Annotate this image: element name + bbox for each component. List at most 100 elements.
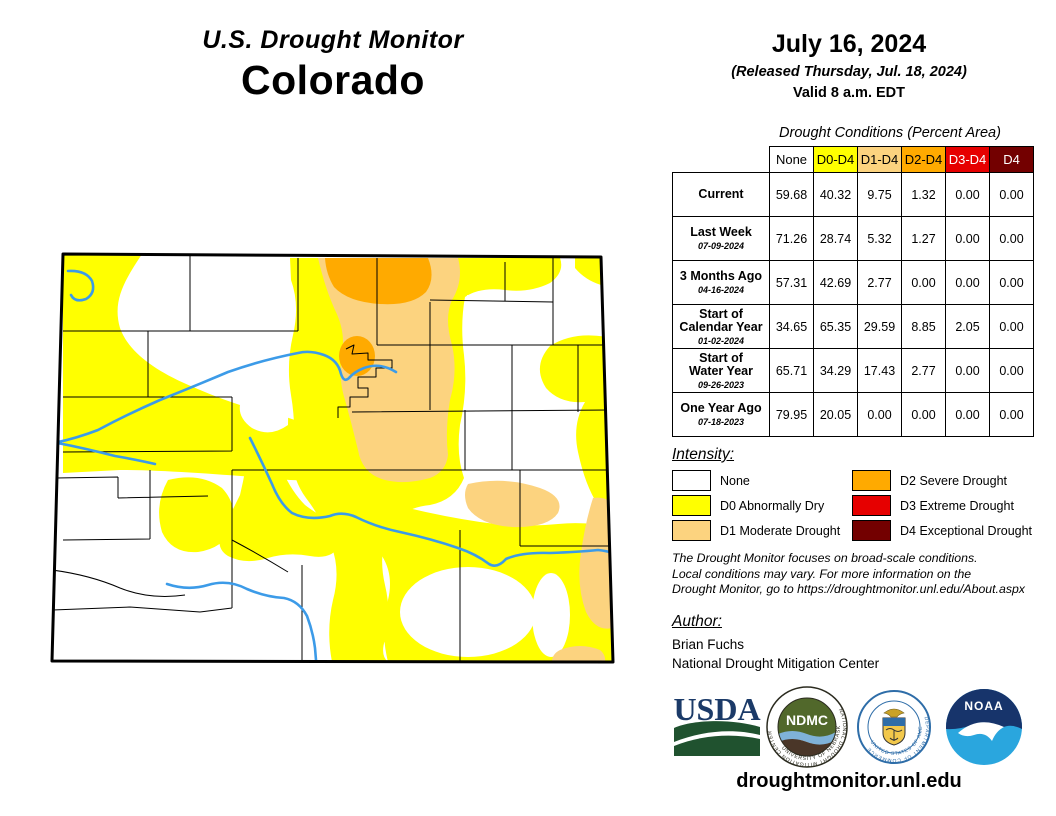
value-cell: 29.59 bbox=[857, 304, 902, 349]
legend-item: D2 Severe Drought bbox=[852, 468, 1032, 493]
legend-column-left: None D0 Abnormally Dry D1 Moderate Drought bbox=[672, 468, 852, 543]
county-lines bbox=[52, 255, 613, 662]
row-label: Start of Calendar Year 01-02-2024 bbox=[672, 304, 770, 349]
value-cell: 65.71 bbox=[769, 348, 814, 393]
value-cell: 0.00 bbox=[989, 304, 1034, 349]
drought-region-none bbox=[129, 256, 601, 657]
rivers bbox=[52, 269, 613, 662]
value-cell: 0.00 bbox=[989, 172, 1034, 217]
map-date: July 16, 2024 bbox=[771, 30, 927, 58]
table-row: 3 Months Ago 04-16-2024 57.31 42.69 2.77 0.00… bbox=[672, 260, 1034, 305]
legend-label: D2 Severe Drought bbox=[900, 473, 1008, 488]
legend-swatch bbox=[852, 520, 891, 541]
column-header-d3-d4: D3-D4 bbox=[945, 146, 990, 173]
legend-item: None bbox=[672, 468, 852, 493]
value-cell: 0.00 bbox=[989, 348, 1034, 393]
column-header-d2-d4: D2-D4 bbox=[901, 146, 946, 173]
value-cell: 8.85 bbox=[901, 304, 946, 349]
legend-column-right: D2 Severe Drought D3 Extreme Drought D4 Ex… bbox=[852, 468, 1032, 543]
value-cell: 1.32 bbox=[901, 172, 946, 217]
table-row: One Year Ago 07-18-2023 79.95 20.05 0.00 0.00… bbox=[672, 392, 1034, 437]
report-title-state: Colorado bbox=[241, 57, 425, 103]
legend-label: D0 Abnormally Dry bbox=[720, 498, 825, 513]
value-cell: 20.05 bbox=[813, 392, 858, 437]
release-date: (Released Thursday, Jul. 18, 2024) bbox=[731, 64, 967, 80]
noaa-logo-text: NOAA bbox=[964, 699, 1003, 713]
legend-label: D4 Exceptional Drought bbox=[900, 523, 1033, 538]
value-cell: 9.75 bbox=[857, 172, 902, 217]
value-cell: 0.00 bbox=[945, 216, 990, 261]
column-header-d0-d4: D0-D4 bbox=[813, 146, 858, 173]
value-cell: 0.00 bbox=[989, 216, 1034, 261]
legend-swatch bbox=[672, 495, 711, 516]
disclaimer-text: The Drought Monitor focuses on broad-sca… bbox=[672, 551, 1025, 596]
legend-label: None bbox=[720, 473, 750, 488]
value-cell: 71.26 bbox=[769, 216, 814, 261]
value-cell: 17.43 bbox=[857, 348, 902, 393]
legend-heading: Intensity: bbox=[672, 446, 735, 463]
value-cell: 0.00 bbox=[857, 392, 902, 437]
row-label: One Year Ago 07-18-2023 bbox=[672, 392, 770, 437]
author-heading: Author: bbox=[672, 613, 722, 630]
usda-logo: USDA bbox=[673, 692, 761, 756]
table-row: Start of Water Year 09-26-2023 65.71 34.29 1… bbox=[672, 348, 1034, 393]
commerce-seal-logo: DEPARTMENT OF COMMERCE UNITED STATES OF … bbox=[856, 689, 931, 764]
legend-item: D0 Abnormally Dry bbox=[672, 493, 852, 518]
legend-swatch bbox=[672, 470, 711, 491]
noaa-logo: NOAA bbox=[946, 689, 1022, 765]
value-cell: 2.05 bbox=[945, 304, 990, 349]
value-cell: 57.31 bbox=[769, 260, 814, 305]
value-cell: 1.27 bbox=[901, 216, 946, 261]
date-block: July 16, 2024 (Released Thursday, Jul. 1… bbox=[672, 30, 1026, 101]
legend-item: D4 Exceptional Drought bbox=[852, 518, 1032, 543]
row-label: Start of Water Year 09-26-2023 bbox=[672, 348, 770, 393]
ndmc-logo-text: NDMC bbox=[786, 712, 828, 728]
value-cell: 79.95 bbox=[769, 392, 814, 437]
value-cell: 0.00 bbox=[989, 260, 1034, 305]
value-cell: 0.00 bbox=[901, 260, 946, 305]
report-title-line1: U.S. Drought Monitor bbox=[202, 26, 464, 54]
table-row: Current 59.68 40.32 9.75 1.32 0.00 0.00 bbox=[672, 172, 1034, 217]
legend-swatch bbox=[852, 470, 891, 491]
value-cell: 28.74 bbox=[813, 216, 858, 261]
legend-item: D3 Extreme Drought bbox=[852, 493, 1032, 518]
value-cell: 0.00 bbox=[945, 172, 990, 217]
drought-region-d0-east bbox=[539, 335, 612, 525]
column-header-d4: D4 bbox=[989, 146, 1034, 173]
author-organization: National Drought Mitigation Center bbox=[672, 656, 880, 671]
value-cell: 42.69 bbox=[813, 260, 858, 305]
legend-swatch bbox=[852, 495, 891, 516]
row-label: Last Week 07-09-2024 bbox=[672, 216, 770, 261]
row-label: 3 Months Ago 04-16-2024 bbox=[672, 260, 770, 305]
value-cell: 59.68 bbox=[769, 172, 814, 217]
report-title: U.S. Drought Monitor Colorado bbox=[0, 26, 666, 104]
drought-region-d1 bbox=[318, 258, 612, 662]
value-cell: 0.00 bbox=[901, 392, 946, 437]
value-cell: 0.00 bbox=[989, 392, 1034, 437]
value-cell: 0.00 bbox=[945, 348, 990, 393]
value-cell: 34.65 bbox=[769, 304, 814, 349]
value-cell: 5.32 bbox=[857, 216, 902, 261]
value-cell: 0.00 bbox=[945, 392, 990, 437]
column-header-none: None bbox=[769, 146, 814, 173]
value-cell: 65.35 bbox=[813, 304, 858, 349]
table-title: Drought Conditions (Percent Area) bbox=[779, 125, 1001, 141]
drought-conditions-table: None D0-D4 D1-D4 D2-D4 D3-D4 D4 Current 59.68 40… bbox=[672, 146, 1034, 437]
value-cell: 2.77 bbox=[857, 260, 902, 305]
table-row: Start of Calendar Year 01-02-2024 34.65 65.… bbox=[672, 304, 1034, 349]
author-name: Brian Fuchs bbox=[672, 637, 745, 652]
row-label: Current bbox=[672, 172, 770, 217]
value-cell: 34.29 bbox=[813, 348, 858, 393]
value-cell: 0.00 bbox=[945, 260, 990, 305]
footer-url: droughtmonitor.unl.edu bbox=[736, 770, 962, 792]
colorado-drought-map bbox=[50, 252, 615, 664]
table-row: Last Week 07-09-2024 71.26 28.74 5.32 1.27 0.0… bbox=[672, 216, 1034, 261]
legend-label: D1 Moderate Drought bbox=[720, 523, 841, 538]
legend-item: D1 Moderate Drought bbox=[672, 518, 852, 543]
ndmc-logo: NATIONAL DROUGHT MITIGATION CENTER UNIVE… bbox=[766, 686, 848, 768]
doc-eagle bbox=[883, 708, 905, 718]
state-border bbox=[50, 252, 615, 664]
valid-time: Valid 8 a.m. EDT bbox=[792, 85, 905, 101]
legend-swatch bbox=[672, 520, 711, 541]
